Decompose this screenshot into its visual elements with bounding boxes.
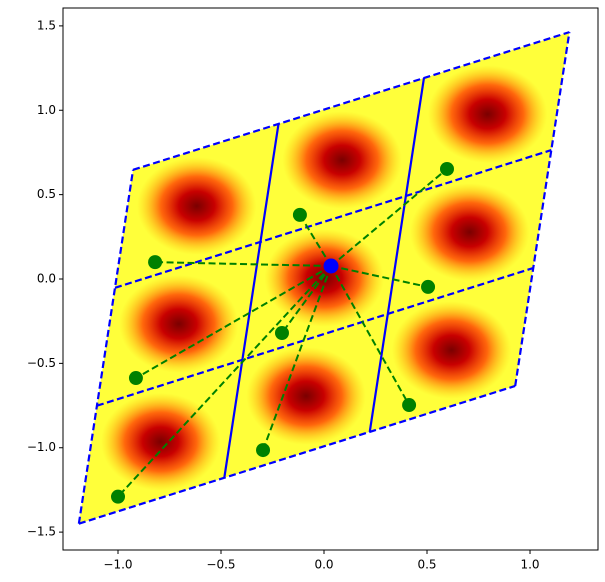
neighbor-link xyxy=(330,265,429,288)
lattice-line xyxy=(96,266,534,407)
neighbor-point xyxy=(439,161,454,176)
lattice-line xyxy=(132,31,570,171)
lattice-line xyxy=(514,31,571,387)
y-tick-label: 1.0 xyxy=(37,103,56,117)
x-tick-label: 0.0 xyxy=(314,558,333,572)
lattice-line xyxy=(114,149,552,289)
density-blob xyxy=(409,183,530,282)
plot-area xyxy=(77,31,571,525)
neighbor-point xyxy=(402,398,417,413)
y-tick-label: −1.5 xyxy=(27,525,56,539)
neighbor-link xyxy=(135,265,332,379)
neighbor-link xyxy=(155,261,332,268)
neighbor-point xyxy=(292,207,307,222)
density-layer xyxy=(100,65,548,491)
lattice-line xyxy=(77,169,135,524)
density-blob xyxy=(282,111,402,209)
density-blob xyxy=(100,392,221,491)
density-blob xyxy=(246,347,366,445)
density-blob xyxy=(391,301,512,399)
density-blob xyxy=(136,156,257,255)
neighbor-point xyxy=(256,443,271,458)
neighbor-link xyxy=(330,168,448,267)
x-tick-label: 0.5 xyxy=(417,558,436,572)
neighbor-link xyxy=(330,265,410,406)
neighbor-point xyxy=(111,489,126,504)
y-tick-label: 0.0 xyxy=(37,272,56,286)
neighbor-point xyxy=(274,325,289,340)
x-tick-label: 1.0 xyxy=(520,558,539,572)
density-blob xyxy=(427,65,548,164)
lattice-line xyxy=(78,384,516,525)
center-point xyxy=(323,258,339,274)
density-blob xyxy=(119,274,239,373)
neighbor-link xyxy=(281,265,332,334)
y-tick-label: −0.5 xyxy=(27,356,56,370)
neighbor-point xyxy=(148,255,163,270)
neighbor-point xyxy=(421,279,436,294)
x-tick-label: −0.5 xyxy=(206,558,235,572)
lattice-line xyxy=(368,77,426,433)
y-tick-label: 0.5 xyxy=(37,187,56,201)
neighbor-link xyxy=(262,265,332,451)
y-tick-label: 1.5 xyxy=(37,18,56,32)
y-tick-label: −1.0 xyxy=(27,440,56,454)
neighbor-point xyxy=(128,371,143,386)
lattice-line xyxy=(223,123,280,478)
x-tick-label: −1.0 xyxy=(103,558,132,572)
density-blob xyxy=(264,229,384,327)
